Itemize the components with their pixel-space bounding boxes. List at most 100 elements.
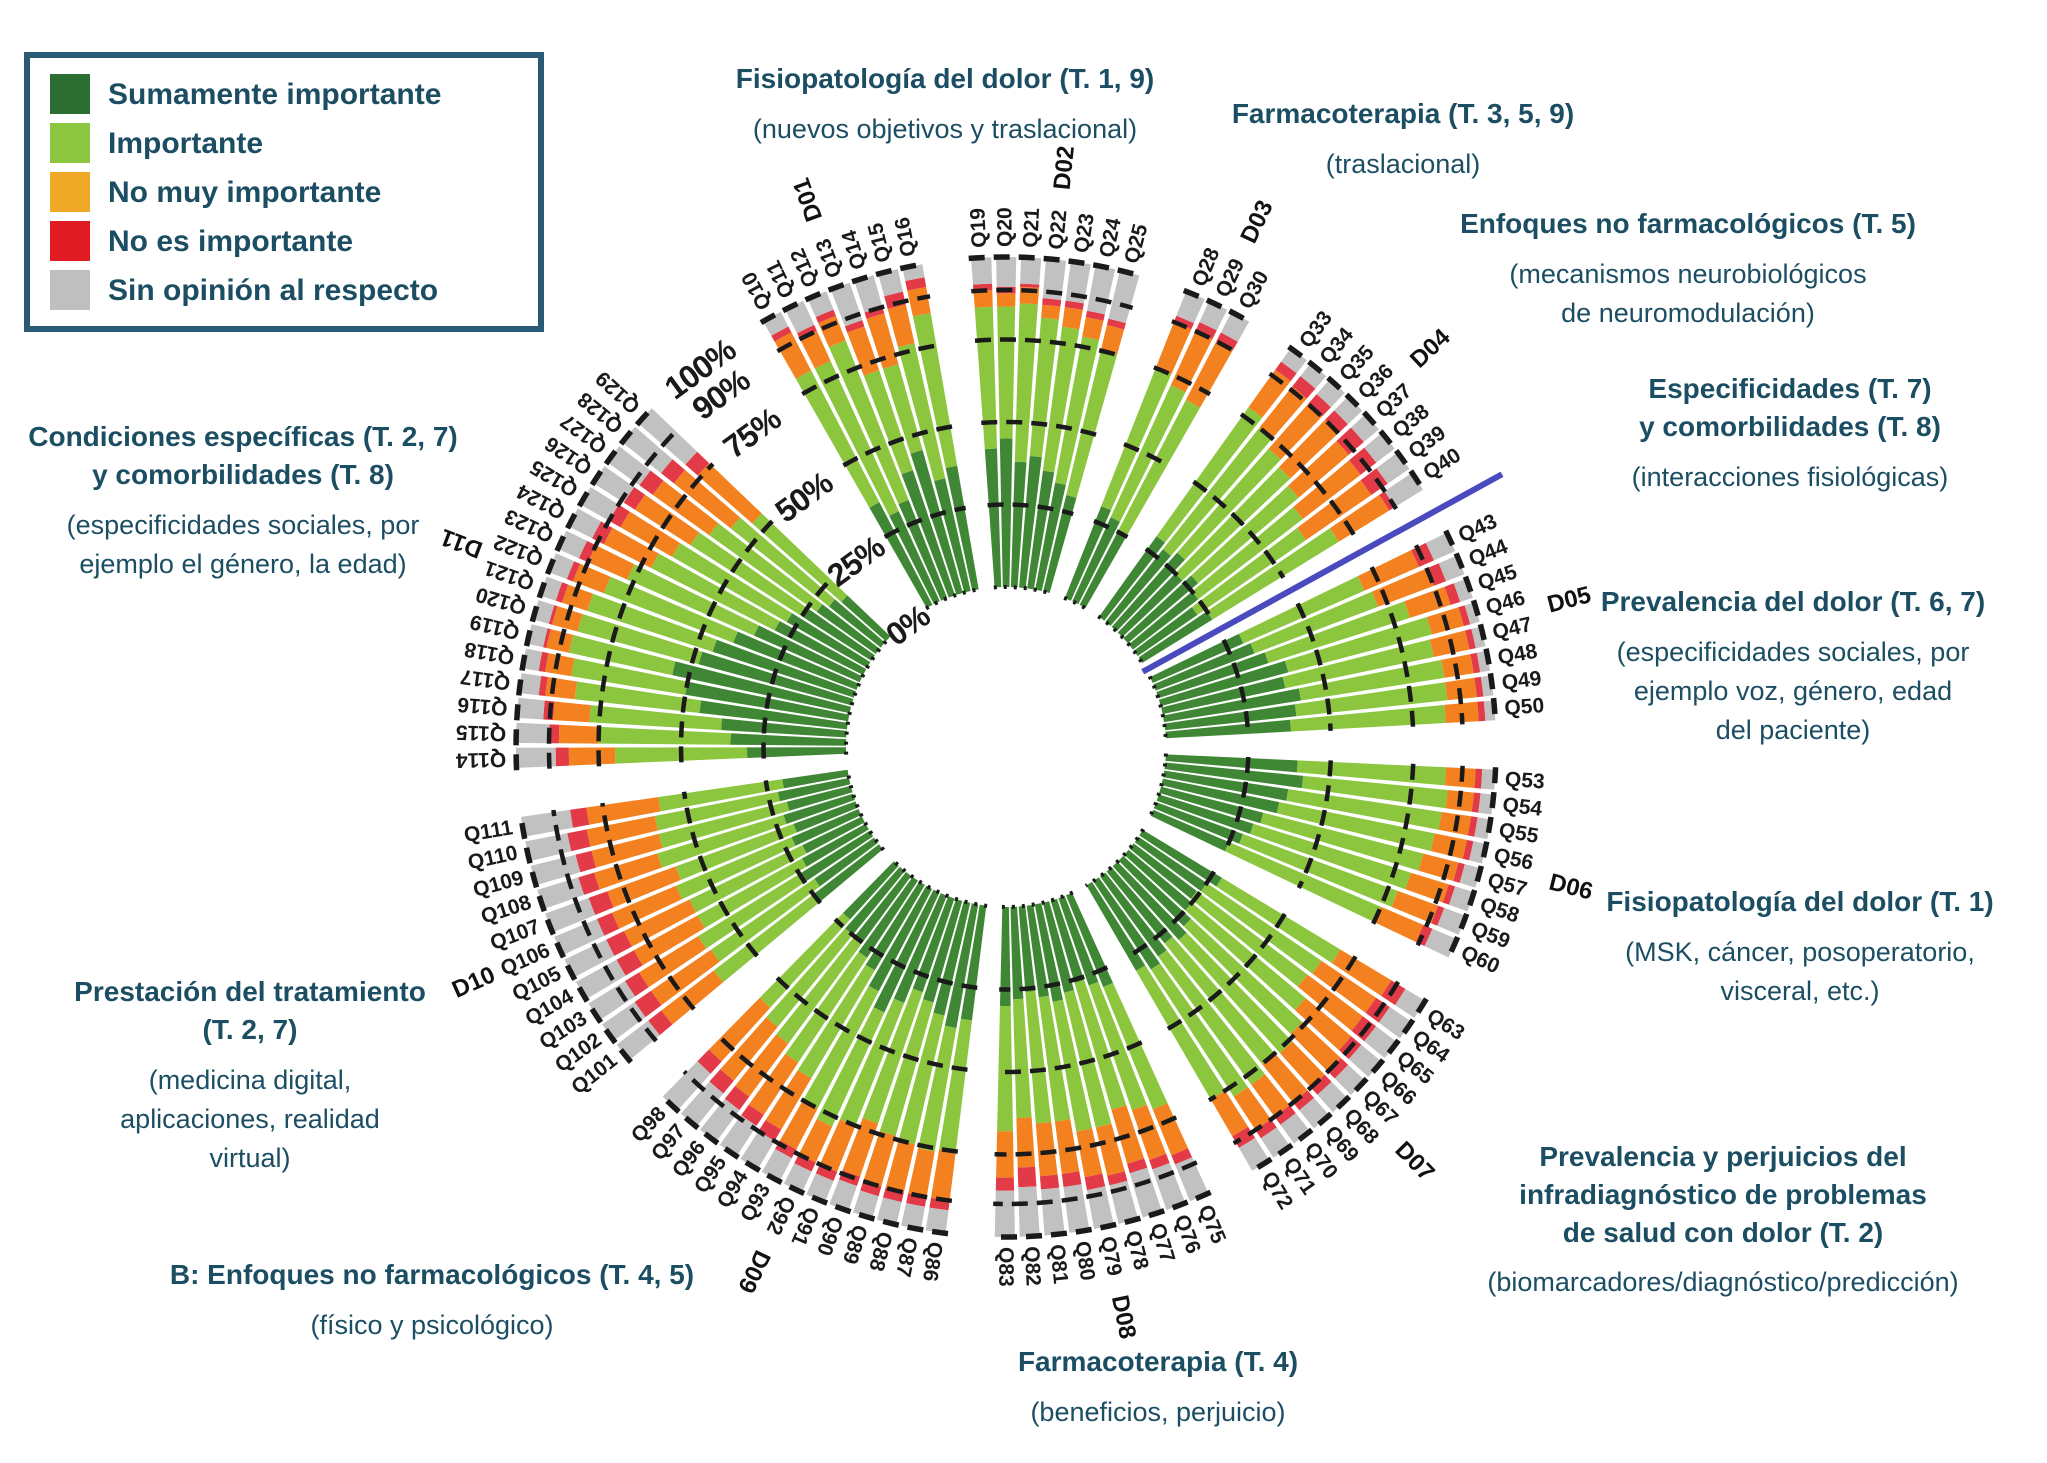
bar-segment-Q120 bbox=[532, 600, 555, 624]
bar-segment-Q123 bbox=[627, 564, 759, 636]
grid-ring-25 bbox=[883, 505, 967, 539]
legend-label: No muy importante bbox=[108, 175, 382, 209]
annotation-title-line: Farmacoterapia (T. 3, 5, 9) bbox=[1231, 98, 1575, 129]
legend-item-no-es: No es importante bbox=[50, 221, 518, 261]
question-label-Q19: Q19 bbox=[966, 207, 991, 248]
bar-segment-Q93 bbox=[780, 1100, 818, 1150]
bar-segment-Q115 bbox=[730, 733, 847, 746]
annotation-subtitle-line: (beneficios, perjuicio) bbox=[1030, 1396, 1286, 1427]
bar-segment-Q115 bbox=[598, 726, 731, 745]
bar-segment-Q33 bbox=[1281, 348, 1307, 374]
annotation-subtitle-line: ejemplo voz, género, edad bbox=[1633, 675, 1953, 706]
annotation-subtitle-line: (nuevos objetivos y traslacional) bbox=[752, 113, 1138, 144]
bar-segment-Q35 bbox=[1308, 394, 1331, 417]
grid-ring-90 bbox=[776, 294, 931, 354]
bar-segment-Q25 bbox=[1066, 350, 1117, 498]
grid-ring-0 bbox=[1147, 675, 1168, 740]
bar-segment-Q122 bbox=[733, 631, 859, 690]
bar-segment-Q67 bbox=[1183, 918, 1303, 1034]
bar-segment-Q83 bbox=[995, 1177, 1015, 1191]
bar-segment-Q19 bbox=[971, 257, 993, 285]
legend-label: Sumamente importante bbox=[108, 77, 442, 111]
bar-segment-Q60 bbox=[1424, 928, 1457, 958]
bar-segment-Q48 bbox=[1470, 652, 1481, 674]
bar-segment-Q83 bbox=[997, 1005, 1013, 1132]
bar-segment-Q30 bbox=[1079, 531, 1127, 609]
bar-segment-Q68 bbox=[1178, 932, 1293, 1054]
question-label-Q82: Q82 bbox=[1020, 1246, 1045, 1287]
bar-segment-Q19 bbox=[984, 448, 1002, 588]
bar-segment-Q81 bbox=[1025, 991, 1052, 1124]
blue-divider-line bbox=[1141, 471, 1504, 675]
bar-segment-Q83 bbox=[994, 1190, 1015, 1238]
bar-segment-Q15 bbox=[878, 269, 903, 297]
bar-segment-Q120 bbox=[548, 605, 558, 625]
bar-segment-Q33 bbox=[1156, 407, 1263, 543]
annotation-title-line: Enfoques no farmacológicos (T. 5) bbox=[1460, 208, 1916, 239]
annotation-title-line: Fisiopatología del dolor (T. 1, 9) bbox=[735, 63, 1155, 94]
grid-ring-90 bbox=[1232, 980, 1401, 1146]
bar-segment-Q15 bbox=[884, 291, 906, 309]
bar-segment-Q35 bbox=[1111, 552, 1185, 632]
bar-segment-Q121 bbox=[712, 639, 856, 698]
bar-segment-Q70 bbox=[1158, 950, 1265, 1085]
bar-segment-Q86 bbox=[939, 1018, 972, 1152]
bar-segment-Q44 bbox=[1372, 568, 1434, 607]
bar-segment-Q109 bbox=[530, 854, 581, 886]
bar-segment-Q46 bbox=[1464, 602, 1480, 625]
bar-segment-Q11 bbox=[799, 330, 831, 369]
grid-ring-0 bbox=[1084, 828, 1146, 888]
bar-segment-Q57 bbox=[1453, 862, 1465, 883]
bar-segment-Q81 bbox=[1018, 905, 1036, 992]
bar-segment-Q80 bbox=[1063, 1184, 1090, 1233]
bar-segment-Q75 bbox=[1171, 1148, 1193, 1165]
bar-segment-Q88 bbox=[933, 901, 971, 1016]
bar-segment-Q63 bbox=[1331, 949, 1392, 996]
bar-segment-Q119 bbox=[543, 628, 551, 648]
bar-segment-Q117 bbox=[699, 700, 848, 730]
bar-segment-Q56 bbox=[1161, 778, 1280, 814]
grid-ring-0 bbox=[891, 859, 988, 908]
bar-segment-Q14 bbox=[854, 275, 883, 313]
bar-segment-Q47 bbox=[1161, 676, 1286, 715]
grid-ring-75 bbox=[974, 337, 1120, 358]
annotation-subtitle-line: aplicaciones, realidad bbox=[120, 1103, 380, 1134]
bar-segment-Q78 bbox=[1064, 990, 1112, 1128]
bar-segment-Q94 bbox=[758, 1120, 782, 1141]
bar-segment-Q87 bbox=[901, 1203, 925, 1230]
bar-segment-Q70 bbox=[1251, 1074, 1290, 1117]
bar-segment-Q48 bbox=[1162, 688, 1301, 723]
grid-ring-100 bbox=[1445, 767, 1499, 961]
bar-segment-Q25 bbox=[1106, 318, 1126, 330]
bar-segment-Q127 bbox=[709, 523, 823, 612]
bar-segment-Q23 bbox=[1042, 326, 1080, 473]
legend-item-sin-opinion: Sin opinión al respecto bbox=[50, 270, 518, 310]
question-label-Q50: Q50 bbox=[1504, 694, 1545, 720]
bar-segment-Q96 bbox=[735, 1034, 789, 1097]
bar-segment-Q58 bbox=[1442, 884, 1456, 905]
question-label-Q16: Q16 bbox=[891, 215, 921, 258]
bar-segment-Q87 bbox=[918, 1025, 957, 1152]
annotation-especificidades: Especificidades (T. 7) y comorbilidades (… bbox=[1555, 370, 2025, 497]
grid-ring-50 bbox=[1192, 479, 1286, 579]
bar-segment-Q21 bbox=[1020, 257, 1042, 285]
bar-segment-Q107 bbox=[793, 801, 858, 833]
question-label-Q115: Q115 bbox=[455, 720, 506, 744]
bar-segment-Q15 bbox=[934, 478, 971, 593]
bar-segment-Q21 bbox=[1010, 461, 1027, 588]
bar-segment-Q38 bbox=[1192, 506, 1303, 600]
bar-segment-Q34 bbox=[1259, 386, 1307, 439]
grid-ring-25 bbox=[1222, 756, 1251, 854]
bar-segment-Q11 bbox=[814, 361, 899, 516]
bar-segment-Q37 bbox=[1351, 414, 1379, 442]
grid-ring-75 bbox=[600, 802, 696, 1011]
legend-box: Sumamente importante Importante No muy i… bbox=[24, 52, 544, 332]
bar-segment-Q79 bbox=[1084, 1173, 1106, 1191]
bar-segment-Q10 bbox=[869, 502, 933, 608]
bar-segment-Q124 bbox=[651, 553, 780, 631]
bar-segment-Q13 bbox=[863, 370, 913, 475]
bar-segment-Q45 bbox=[1264, 601, 1410, 664]
bar-segment-Q105 bbox=[802, 816, 865, 854]
bar-segment-Q23 bbox=[1027, 470, 1055, 590]
bar-segment-Q79 bbox=[1052, 999, 1093, 1132]
